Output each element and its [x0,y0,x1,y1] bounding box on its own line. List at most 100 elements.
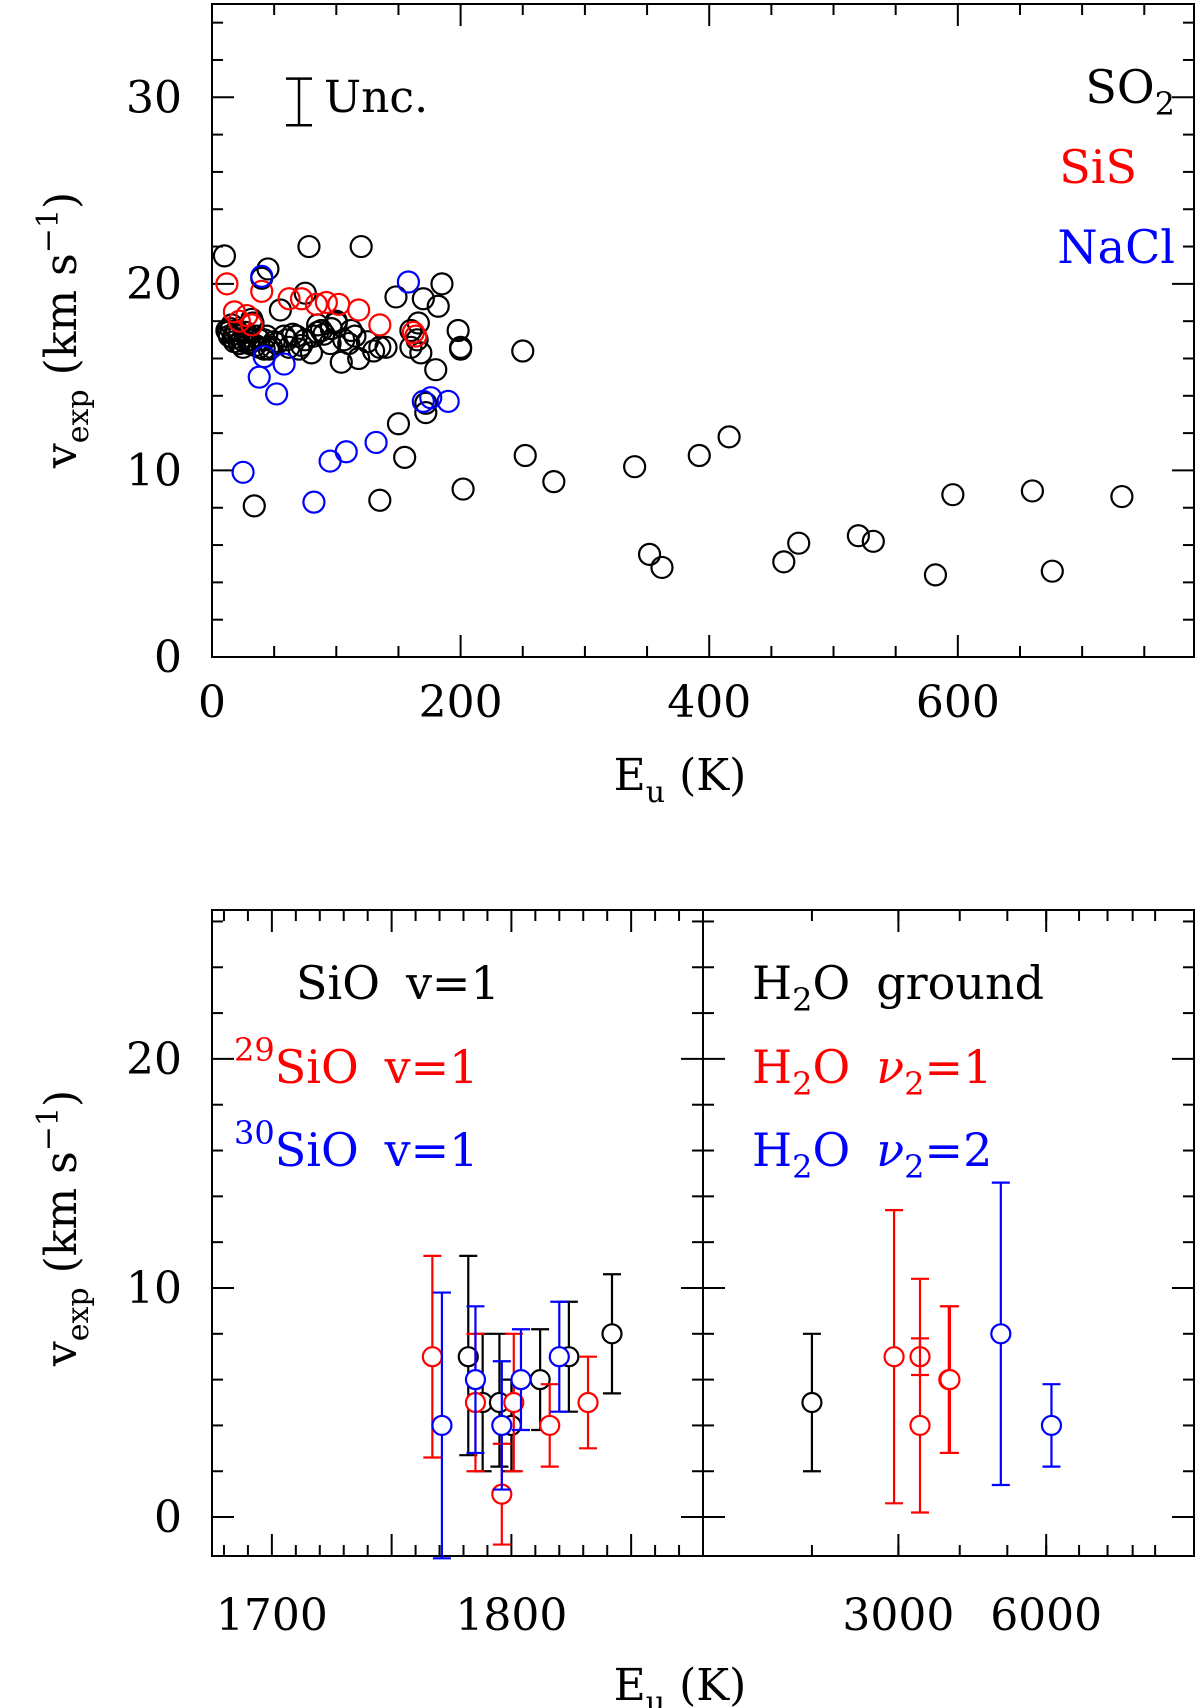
legend-29sio-v1: 29SiO v=1 [234,1031,478,1094]
legend-h2o-ground-subscript: 2 [792,981,812,1019]
legend-h2o-nu2-2-suffix: =2 [925,1123,993,1177]
top-point-so2 [368,335,392,359]
top-point-so2 [787,531,811,555]
bottom-left-point [457,1346,479,1368]
bottom-right-point [883,1346,905,1368]
top-x-tick-label: 400 [667,677,751,728]
top-point-so2 [513,443,537,468]
top-point-so2 [414,400,438,425]
bottom-left-errorbar-point-1 [503,1332,525,1473]
bottom-left-axis-ticks: 0 10 20 1700 1800 [126,910,704,1641]
top-point-sis [227,309,251,333]
bottom-left-x-tick-label: 1700 [216,1590,328,1641]
top-point-sis [289,287,314,311]
bottom-left-point [464,1369,487,1391]
legend-sio-v1: SiO v=1 [296,956,500,1010]
top-point-so2 [941,483,965,507]
top-point-so2 [374,335,398,359]
bottom-right-errorbar-point-2 [990,1181,1012,1487]
top-point-so2 [1110,484,1134,509]
top-point-nacl [419,386,443,410]
bottom-left-errorbar-point-2 [548,1300,570,1413]
top-plot-marks [212,234,1134,587]
bottom-left-y-tick-label: 20 [126,1034,182,1085]
legend-30sio-v1: 30SiO v=1 [234,1114,478,1177]
legend-h2o-nu2-1: H2O ν2=1 [752,1040,992,1103]
bottom-right-axis-ticks: 3000 6000 [703,910,1194,1641]
bottom-right-point [801,1391,823,1414]
legend-29sio-v1-suffix: v=1 [384,1040,479,1094]
legend-h2o-nu2-1-suffix: =1 [925,1040,993,1094]
top-point-so2 [349,234,373,259]
bottom-right-x-tick-label: 3000 [842,1590,954,1641]
top-point-nacl [252,345,276,369]
top-point-so2 [511,339,535,363]
top-point-so2 [623,455,647,479]
top-point-so2 [861,529,885,553]
top-point-so2 [343,324,367,348]
top-point-so2 [650,555,674,580]
top-point-so2 [414,391,438,415]
top-point-nacl [436,389,460,413]
legend-h2o-ground-o: O [812,956,850,1010]
bottom-left-errorbar-point-1 [577,1355,599,1450]
top-x-axis-label-unit: (K) [679,750,746,801]
bottom-left-point [491,1414,513,1437]
top-point-so2 [451,477,475,501]
bottom-left-point [539,1414,561,1437]
bottom-left-x-tick-label: 1800 [455,1590,567,1641]
legend-sis: SiS [1059,140,1137,194]
bottom-right-errorbar-point-1 [939,1305,961,1455]
top-point-nacl [396,270,420,294]
top-point-nacl [272,352,296,376]
legend-nacl: NaCl [1057,220,1175,274]
bottom-left-point [529,1369,551,1391]
top-point-nacl [302,490,326,514]
top-point-so2 [923,563,948,587]
top-point-sis [401,320,425,344]
top-point-so2 [717,425,741,449]
top-point-sis [368,313,392,337]
bottom-left-point [421,1346,443,1368]
top-point-so2 [542,470,566,494]
top-point-nacl [364,430,388,455]
top-x-axis-label-subscript: u [646,775,665,810]
legend-h2o-nu2-1-nu: ν [876,1040,904,1094]
legend-so2-subscript: 2 [1155,85,1175,123]
bottom-panel: 0 10 20 1700 1800 3000 6000 SiO v=1 29SiO v=1 3… [31,909,1195,1708]
top-point-so2 [637,542,662,566]
bottom-left-errorbar-point-2 [510,1328,532,1432]
bottom-left-errorbar-point-1 [539,1383,561,1468]
top-y-axis-label-subscript: exp [61,389,96,443]
bottom-right-errorbar-point-1 [909,1277,931,1514]
legend-30sio-isotope: 30 [234,1114,275,1152]
top-point-so2 [446,318,470,343]
top-point-so2 [687,443,711,468]
top-legend: SO2 SiS NaCl [1057,60,1175,274]
bottom-left-point [431,1414,453,1437]
top-plot-frame [211,3,1195,658]
top-point-so2 [409,341,433,365]
top-point-so2 [426,294,450,318]
top-y-tick-label: 10 [126,445,182,496]
bottom-y-axis-label-close: ) [36,1090,87,1107]
top-point-nacl [231,460,255,484]
bottom-left-point [548,1346,570,1368]
bottom-right-plot-frame [702,909,1195,1557]
legend-h2o-nu2-2-nu: ν [876,1123,904,1177]
bottom-y-axis-label-unit: (km s [36,1151,87,1273]
top-point-so2 [339,318,363,343]
top-point-so2 [1020,479,1045,503]
bottom-right-point [1040,1414,1063,1437]
top-point-so2 [368,488,392,512]
bottom-right-errorbar-point-0 [801,1332,823,1473]
top-axis-ticks: 0 200 400 600 0 10 20 30 [126,4,1194,728]
bottom-left-errorbar-point-2 [464,1305,487,1455]
top-x-tick-label: 0 [198,677,226,728]
legend-30sio-v1-suffix: v=1 [384,1123,479,1177]
top-point-sis [277,287,301,311]
bottom-left-errorbar-point-0 [529,1328,551,1432]
bottom-right-point [939,1369,961,1391]
top-point-sis [347,298,371,322]
